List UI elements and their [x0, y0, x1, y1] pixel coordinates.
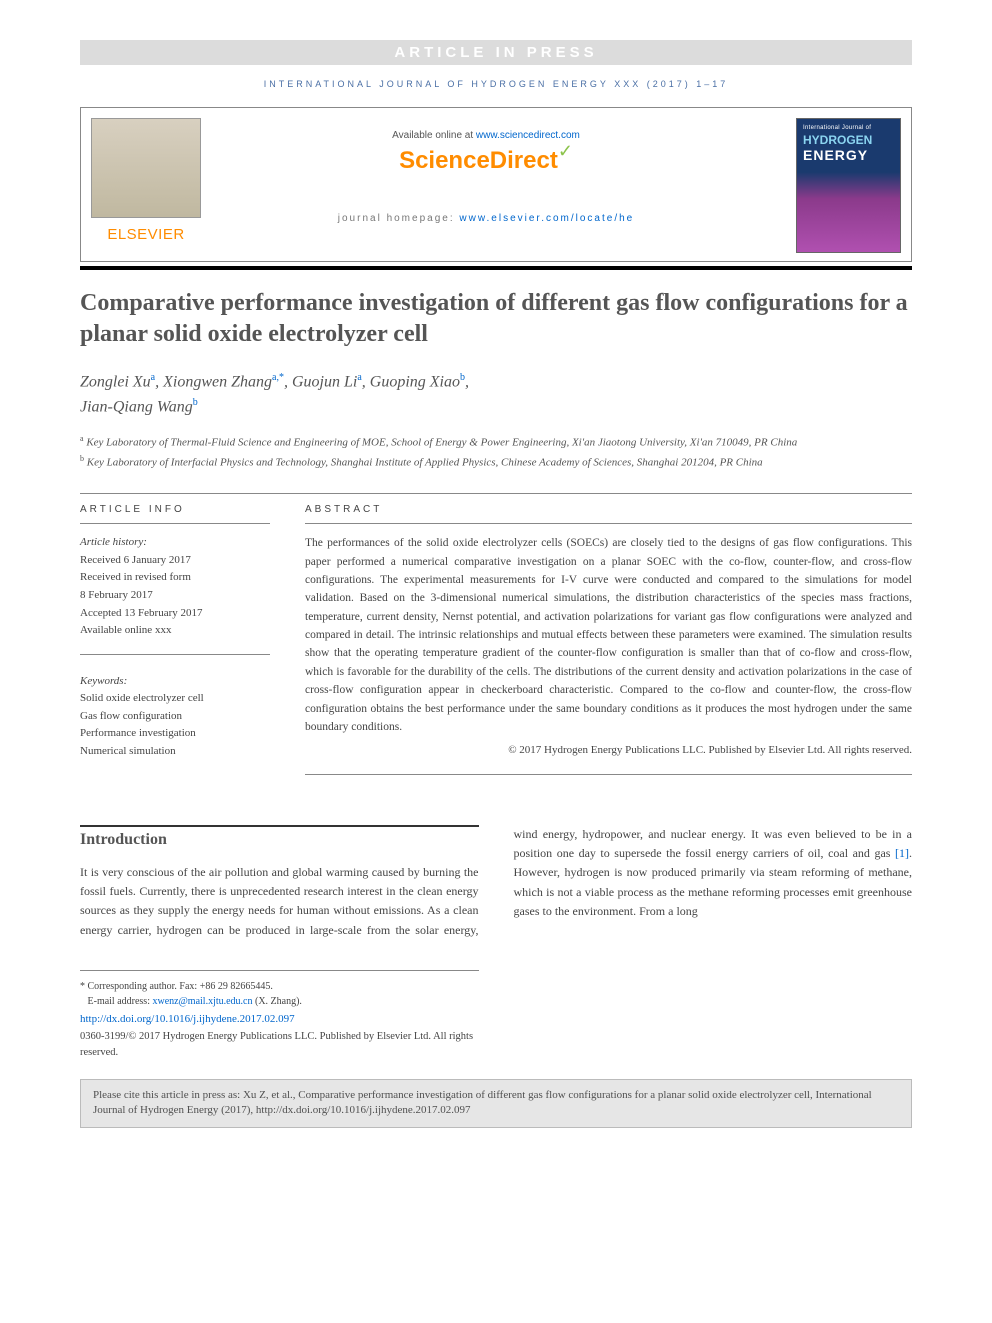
abstract-rule	[305, 774, 912, 775]
article-info-heading: ARTICLE INFO	[80, 494, 270, 524]
sciencedirect-logo: ScienceDirect✓	[211, 141, 761, 175]
intro-block: Introduction It is very conscious of the…	[80, 825, 912, 940]
history-received: Received 6 January 2017	[80, 552, 270, 570]
sciencedirect-url-link[interactable]: www.sciencedirect.com	[476, 130, 580, 141]
cover-small-text: International Journal of	[803, 125, 894, 131]
available-prefix: Available online at	[392, 130, 476, 141]
author-2-affil: a,*	[272, 372, 284, 383]
email-link[interactable]: xwenz@mail.xjtu.edu.cn	[152, 996, 252, 1007]
keyword-3: Performance investigation	[80, 725, 270, 743]
title-separator-bar	[80, 266, 912, 270]
homepage-prefix: journal homepage:	[338, 213, 460, 224]
keywords-label: Keywords:	[80, 673, 270, 691]
author-4-affil: b	[460, 372, 465, 383]
history-revised-2: 8 February 2017	[80, 587, 270, 605]
author-4: , Guoping Xiao	[362, 374, 460, 391]
body-two-column: Introduction It is very conscious of the…	[80, 825, 912, 940]
article-info-column: ARTICLE INFO Article history: Received 6…	[80, 494, 270, 775]
author-5: Jian-Qiang Wang	[80, 398, 193, 415]
keyword-2: Gas flow configuration	[80, 708, 270, 726]
affiliation-a-text: Key Laboratory of Thermal-Fluid Science …	[86, 437, 797, 449]
reference-1-link[interactable]: [1]	[895, 846, 909, 860]
elsevier-tree-icon	[91, 118, 201, 218]
page-container: ARTICLE IN PRESS INTERNATIONAL JOURNAL O…	[0, 0, 992, 1158]
cover-energy: ENERGY	[803, 147, 894, 163]
introduction-heading: Introduction	[80, 825, 479, 849]
article-info-body: Article history: Received 6 January 2017…	[80, 524, 270, 761]
header-center: Available online at www.sciencedirect.co…	[211, 108, 761, 261]
author-5-affil: b	[193, 397, 198, 408]
elsevier-wordmark: ELSEVIER	[91, 226, 201, 243]
article-title: Comparative performance investigation of…	[80, 288, 912, 350]
doi-link[interactable]: http://dx.doi.org/10.1016/j.ijhydene.201…	[80, 1011, 479, 1028]
sciencedirect-wordmark: ScienceDirect	[399, 147, 558, 175]
history-online: Available online xxx	[80, 622, 270, 640]
bottom-copyright: 0360-3199/© 2017 Hydrogen Energy Publica…	[80, 1029, 479, 1061]
abstract-text: The performances of the solid oxide elec…	[305, 534, 912, 736]
keyword-4: Numerical simulation	[80, 743, 270, 761]
elsevier-logo: ELSEVIER	[91, 118, 201, 253]
cover-hydrogen: HYDROGEN	[803, 133, 894, 147]
article-in-press-banner: ARTICLE IN PRESS	[80, 40, 912, 65]
history-accepted: Accepted 13 February 2017	[80, 605, 270, 623]
footnote-block: * Corresponding author. Fax: +86 29 8266…	[80, 970, 479, 1061]
author-2: , Xiongwen Zhang	[155, 374, 272, 391]
history-revised-1: Received in revised form	[80, 569, 270, 587]
journal-cover-thumbnail: International Journal of HYDROGEN ENERGY	[796, 118, 901, 253]
available-online-text: Available online at www.sciencedirect.co…	[211, 130, 761, 141]
affiliation-b-text: Key Laboratory of Interfacial Physics an…	[87, 457, 763, 469]
history-label: Article history:	[80, 534, 270, 552]
journal-homepage-text: journal homepage: www.elsevier.com/locat…	[211, 213, 761, 224]
authors-block: Zonglei Xua, Xiongwen Zhanga,*, Guojun L…	[80, 370, 912, 419]
email-suffix: (X. Zhang).	[253, 996, 302, 1007]
citation-box: Please cite this article in press as: Xu…	[80, 1079, 912, 1128]
header-box: ELSEVIER Available online at www.science…	[80, 107, 912, 262]
corresponding-author: * Corresponding author. Fax: +86 29 8266…	[80, 979, 479, 994]
email-label: E-mail address:	[88, 996, 153, 1007]
author-1: Zonglei Xu	[80, 374, 151, 391]
journal-homepage-link[interactable]: www.elsevier.com/locate/he	[459, 213, 634, 224]
abstract-body: The performances of the solid oxide elec…	[305, 524, 912, 775]
email-line: E-mail address: xwenz@mail.xjtu.edu.cn (…	[80, 994, 479, 1009]
info-abstract-row: ARTICLE INFO Article history: Received 6…	[80, 493, 912, 775]
affiliation-a: a Key Laboratory of Thermal-Fluid Scienc…	[80, 433, 912, 451]
author-3: , Guojun Li	[284, 374, 357, 391]
sciencedirect-check-icon: ✓	[558, 141, 573, 161]
abstract-copyright: © 2017 Hydrogen Energy Publications LLC.…	[305, 742, 912, 760]
abstract-column: ABSTRACT The performances of the solid o…	[305, 494, 912, 775]
history-rule	[80, 654, 270, 655]
journal-citation-line: INTERNATIONAL JOURNAL OF HYDROGEN ENERGY…	[80, 79, 912, 89]
keyword-1: Solid oxide electrolyzer cell	[80, 690, 270, 708]
affiliation-b: b Key Laboratory of Interfacial Physics …	[80, 453, 912, 471]
abstract-heading: ABSTRACT	[305, 494, 912, 524]
